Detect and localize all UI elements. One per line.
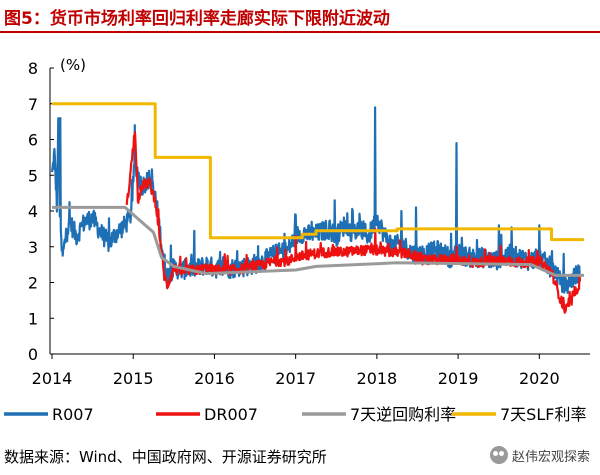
x-tick-label: 2017	[275, 369, 316, 388]
y-tick-label: 6	[28, 131, 38, 150]
x-tick-label: 2014	[32, 369, 73, 388]
y-tick-label: 1	[28, 309, 38, 328]
watermark-text: 赵伟宏观探索	[511, 449, 590, 465]
legend-label-2: 7天逆回购利率	[350, 405, 456, 424]
x-tick-label: 2015	[113, 369, 154, 388]
legend-label-3: 7天SLF利率	[500, 405, 586, 424]
y-tick-label: 0	[28, 345, 38, 364]
title-divider	[0, 31, 600, 33]
watermark: 赵伟宏观探索	[485, 443, 594, 467]
wechat-icon	[489, 446, 508, 464]
source-note: 数据来源：Wind、中国政府网、开源证券研究所	[4, 448, 327, 466]
legend-label-0: R007	[52, 405, 94, 424]
chart-plot-area	[50, 102, 584, 314]
legend-label-1: DR007	[204, 405, 258, 424]
figure-title: 图5：货币市场利率回归利率走廊实际下限附近波动	[4, 9, 390, 29]
y-axis-unit: (%)	[60, 56, 86, 74]
y-tick-label: 5	[28, 166, 38, 185]
y-tick-label: 7	[28, 95, 38, 114]
y-tick-label: 4	[28, 202, 38, 221]
y-tick-label: 3	[28, 238, 38, 257]
y-tick-label: 8	[28, 59, 38, 78]
y-tick-label: 2	[28, 274, 38, 293]
x-tick-label: 2018	[357, 369, 398, 388]
x-tick-label: 2019	[438, 369, 479, 388]
series-line-2	[52, 205, 584, 277]
x-tick-label: 2016	[194, 369, 235, 388]
chart-legend: R007 DR007 7天逆回购利率 7天SLF利率	[4, 405, 586, 424]
series-line-3	[52, 102, 584, 242]
x-tick-label: 2020	[519, 369, 560, 388]
chart-axes: 0 1 2 3 4 5 6 7 8 (%) 2014 2015 2016 2017 2018 2019 2020	[28, 56, 590, 388]
